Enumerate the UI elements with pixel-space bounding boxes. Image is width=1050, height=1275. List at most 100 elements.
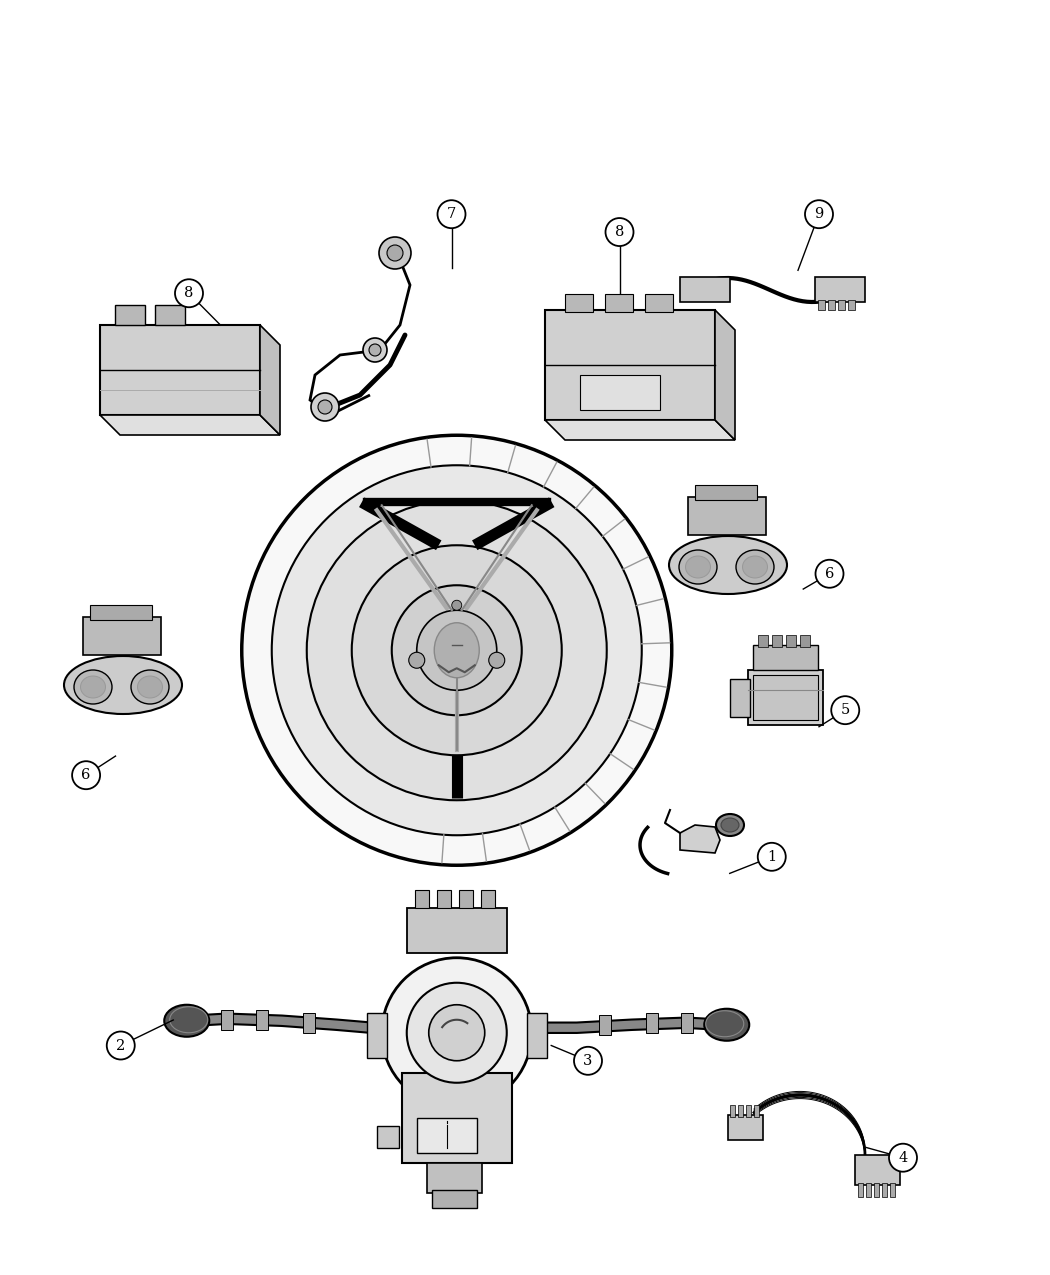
Bar: [858, 1183, 863, 1197]
Bar: [437, 890, 450, 908]
Circle shape: [816, 560, 843, 588]
Bar: [728, 1116, 763, 1140]
Bar: [417, 1118, 477, 1153]
Bar: [758, 635, 768, 646]
Circle shape: [428, 1005, 485, 1061]
Ellipse shape: [705, 1009, 750, 1040]
Bar: [646, 1012, 657, 1033]
Bar: [598, 1015, 611, 1035]
Bar: [402, 1072, 511, 1163]
Bar: [874, 1183, 879, 1197]
Bar: [866, 1183, 872, 1197]
Bar: [302, 1012, 315, 1033]
Bar: [100, 325, 260, 414]
Bar: [746, 1105, 751, 1117]
Polygon shape: [260, 325, 280, 435]
Bar: [680, 1012, 693, 1033]
Bar: [415, 890, 428, 908]
Ellipse shape: [64, 657, 182, 714]
Bar: [580, 375, 660, 411]
Circle shape: [832, 696, 859, 724]
Bar: [838, 300, 845, 310]
Circle shape: [488, 653, 505, 668]
Bar: [90, 606, 152, 620]
Bar: [83, 617, 161, 655]
Bar: [565, 295, 593, 312]
Ellipse shape: [721, 819, 739, 833]
Circle shape: [889, 1144, 917, 1172]
Text: 2: 2: [117, 1039, 125, 1052]
Circle shape: [387, 245, 403, 261]
Circle shape: [392, 585, 522, 715]
Bar: [753, 674, 818, 720]
Circle shape: [369, 344, 381, 356]
Bar: [545, 310, 715, 419]
Ellipse shape: [164, 1005, 209, 1037]
Bar: [828, 300, 835, 310]
Bar: [481, 890, 495, 908]
Ellipse shape: [716, 813, 744, 836]
Ellipse shape: [742, 556, 768, 578]
Ellipse shape: [669, 536, 788, 594]
Polygon shape: [680, 825, 720, 853]
Bar: [116, 305, 145, 325]
Bar: [680, 277, 730, 302]
Circle shape: [408, 653, 425, 668]
Ellipse shape: [131, 669, 169, 704]
Text: 9: 9: [815, 208, 823, 221]
Bar: [426, 1163, 482, 1192]
Text: 6: 6: [825, 567, 834, 580]
Circle shape: [382, 958, 531, 1108]
Bar: [753, 645, 818, 669]
Ellipse shape: [736, 550, 774, 584]
Polygon shape: [715, 310, 735, 440]
Bar: [890, 1183, 895, 1197]
Bar: [605, 295, 633, 312]
Bar: [645, 295, 673, 312]
Bar: [527, 1012, 547, 1058]
Text: 3: 3: [584, 1054, 592, 1067]
Bar: [786, 635, 796, 646]
Ellipse shape: [307, 500, 607, 801]
Ellipse shape: [74, 669, 112, 704]
Circle shape: [758, 843, 785, 871]
Circle shape: [72, 761, 100, 789]
Ellipse shape: [435, 622, 479, 678]
Bar: [730, 680, 750, 717]
Bar: [688, 497, 766, 536]
Ellipse shape: [81, 676, 105, 697]
Circle shape: [452, 601, 462, 611]
Bar: [800, 635, 810, 646]
Text: 1: 1: [768, 850, 776, 863]
Ellipse shape: [679, 550, 717, 584]
Circle shape: [311, 393, 339, 421]
Circle shape: [417, 611, 497, 690]
Polygon shape: [545, 419, 735, 440]
Bar: [748, 669, 823, 725]
Text: 7: 7: [447, 208, 456, 221]
Bar: [855, 1155, 900, 1184]
Bar: [377, 1126, 399, 1148]
Ellipse shape: [686, 556, 711, 578]
Bar: [432, 1190, 477, 1207]
Bar: [754, 1105, 759, 1117]
Circle shape: [379, 237, 411, 269]
Bar: [459, 890, 473, 908]
Bar: [848, 300, 855, 310]
Circle shape: [318, 400, 332, 414]
Bar: [220, 1010, 233, 1030]
Bar: [818, 300, 825, 310]
Ellipse shape: [272, 465, 642, 835]
Text: 6: 6: [82, 769, 90, 782]
Circle shape: [107, 1031, 134, 1060]
Bar: [882, 1183, 887, 1197]
Circle shape: [606, 218, 633, 246]
Bar: [695, 484, 757, 500]
Circle shape: [175, 279, 203, 307]
Ellipse shape: [242, 435, 672, 866]
Circle shape: [406, 983, 507, 1082]
Bar: [730, 1105, 735, 1117]
Polygon shape: [100, 414, 280, 435]
Circle shape: [574, 1047, 602, 1075]
Bar: [772, 635, 782, 646]
